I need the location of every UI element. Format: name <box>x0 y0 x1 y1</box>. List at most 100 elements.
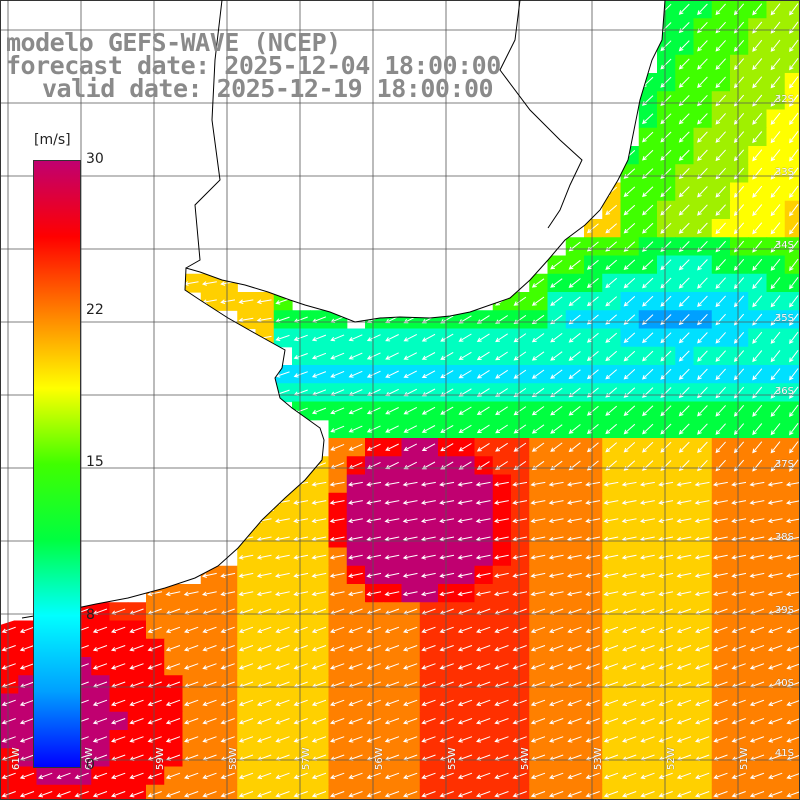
wind-arrow <box>1 736 16 743</box>
wind-arrow <box>202 736 217 743</box>
wind-arrow <box>458 370 472 379</box>
speed-cell <box>109 784 129 800</box>
wind-arrow <box>384 699 400 707</box>
wind-arrow <box>676 481 692 487</box>
wind-arrow <box>585 736 600 743</box>
wind-arrow <box>749 736 765 743</box>
wind-arrow <box>695 645 710 652</box>
wind-arrow <box>768 663 783 670</box>
wind-arrow <box>585 481 601 487</box>
wind-arrow <box>476 736 491 743</box>
wind-arrow <box>568 405 581 416</box>
wind-arrow <box>697 222 708 234</box>
wind-arrow <box>530 736 546 743</box>
wind-arrow <box>421 736 436 743</box>
wind-arrow <box>733 112 745 125</box>
wind-arrow <box>733 350 745 362</box>
wind-arrow <box>366 407 381 415</box>
wind-arrow <box>550 260 563 270</box>
wind-arrow <box>603 536 619 542</box>
wind-arrow <box>767 536 783 542</box>
wind-arrow <box>275 699 290 707</box>
speed-cell <box>73 784 92 800</box>
valid-date: valid date: 2025-12-19 18:00:00 <box>42 74 494 103</box>
wind-arrow <box>475 481 491 487</box>
wind-arrow <box>293 353 308 360</box>
speed-cell <box>602 784 622 800</box>
speed-cell <box>657 784 676 800</box>
wind-arrow <box>475 518 491 524</box>
wind-arrow <box>403 406 418 415</box>
wind-arrow <box>366 591 382 597</box>
wind-arrow <box>715 295 726 308</box>
wind-arrow <box>658 481 674 487</box>
wind-arrow <box>494 645 509 652</box>
wind-arrow <box>678 40 690 52</box>
wind-arrow <box>785 518 800 524</box>
wind-arrow <box>585 791 600 798</box>
wind-arrow <box>642 332 654 344</box>
wind-arrow <box>293 645 308 652</box>
wind-arrow <box>642 131 654 143</box>
wind-arrow <box>585 591 601 597</box>
wind-arrow <box>567 699 582 707</box>
wind-arrow <box>512 645 527 652</box>
wind-arrow <box>330 425 345 433</box>
wind-arrow <box>623 241 636 252</box>
wind-arrow <box>257 736 272 743</box>
wind-arrow <box>384 518 400 524</box>
wind-arrow <box>330 699 345 707</box>
wind-arrow <box>475 536 491 542</box>
wind-arrow <box>749 645 765 652</box>
wind-arrow <box>1 718 16 725</box>
wind-arrow <box>749 500 765 505</box>
wind-arrow <box>678 204 690 216</box>
wind-arrow <box>311 352 327 360</box>
wind-arrow <box>1 626 16 634</box>
wind-arrow <box>789 58 799 71</box>
wind-arrow <box>697 277 708 289</box>
wind-arrow <box>713 699 728 707</box>
speed-cell <box>346 784 366 800</box>
wind-arrow <box>403 443 418 451</box>
wind-arrow <box>403 718 418 725</box>
wind-arrow <box>402 591 418 597</box>
wind-arrow <box>293 663 308 670</box>
wind-arrow <box>92 626 108 634</box>
wind-arrow <box>403 626 418 634</box>
wind-arrow <box>770 76 781 89</box>
wind-arrow <box>549 626 564 634</box>
wind-arrow <box>56 772 71 780</box>
wind-arrow <box>311 518 327 524</box>
wind-arrow <box>678 131 690 143</box>
wind-arrow <box>585 572 601 578</box>
speed-cell <box>219 784 238 800</box>
wind-arrow <box>658 772 673 780</box>
wind-arrow <box>642 277 654 289</box>
wind-arrow <box>660 368 672 380</box>
speed-cell <box>54 784 74 800</box>
wind-arrow <box>475 572 491 578</box>
wind-arrow <box>658 554 674 560</box>
wind-arrow <box>366 443 381 451</box>
wind-arrow <box>586 405 599 416</box>
wind-arrow <box>111 718 126 725</box>
wind-arrow <box>586 259 599 270</box>
wind-arrow <box>768 645 783 652</box>
wind-arrow <box>366 736 381 743</box>
wind-arrow <box>605 296 618 307</box>
wind-arrow <box>1 699 16 707</box>
wind-arrow <box>494 626 509 634</box>
wind-arrow <box>256 317 272 323</box>
wind-arrow <box>457 572 473 578</box>
wind-arrow <box>603 736 619 743</box>
wind-arrow <box>311 772 327 780</box>
wind-arrow <box>658 518 674 524</box>
wind-arrow <box>92 736 108 743</box>
speed-cell <box>784 456 800 476</box>
wind-arrow <box>457 718 473 725</box>
wind-arrow <box>789 258 799 272</box>
wind-arrow <box>715 405 726 417</box>
wind-arrow <box>184 718 199 725</box>
wind-arrow <box>458 351 472 361</box>
